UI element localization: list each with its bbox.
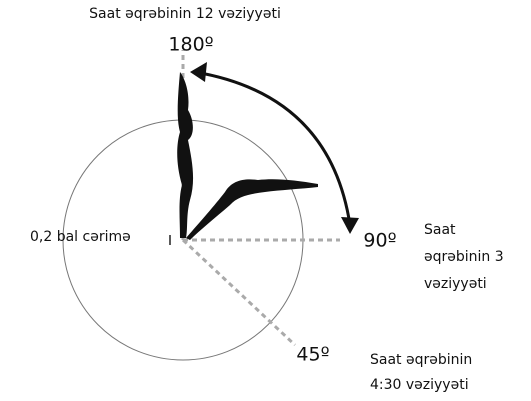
right-label: əqrəbinin 3	[424, 249, 504, 265]
degree-label: 45º	[296, 344, 329, 366]
arrow-head	[341, 217, 359, 234]
diagram: Saat əqrəbinin 12 vəziyyəti 180º 90º 45º…	[0, 0, 531, 401]
degree-label: 180º	[168, 34, 213, 56]
penalty-label: 0,2 bal cərimə	[30, 229, 131, 245]
degree-label: 90º	[363, 230, 396, 252]
diver-vertical	[177, 72, 193, 238]
bottom-right-label: 4:30 vəziyyəti	[370, 377, 469, 393]
diagonal-line	[183, 240, 295, 345]
top-label: Saat əqrəbinin 12 vəziyyəti	[89, 6, 281, 22]
bottom-right-label: Saat əqrəbinin	[370, 352, 472, 368]
arrow-head	[190, 62, 207, 82]
diver-diagonal	[186, 179, 318, 240]
right-label: Saat	[424, 222, 456, 238]
right-label: vəziyyəti	[424, 276, 487, 292]
